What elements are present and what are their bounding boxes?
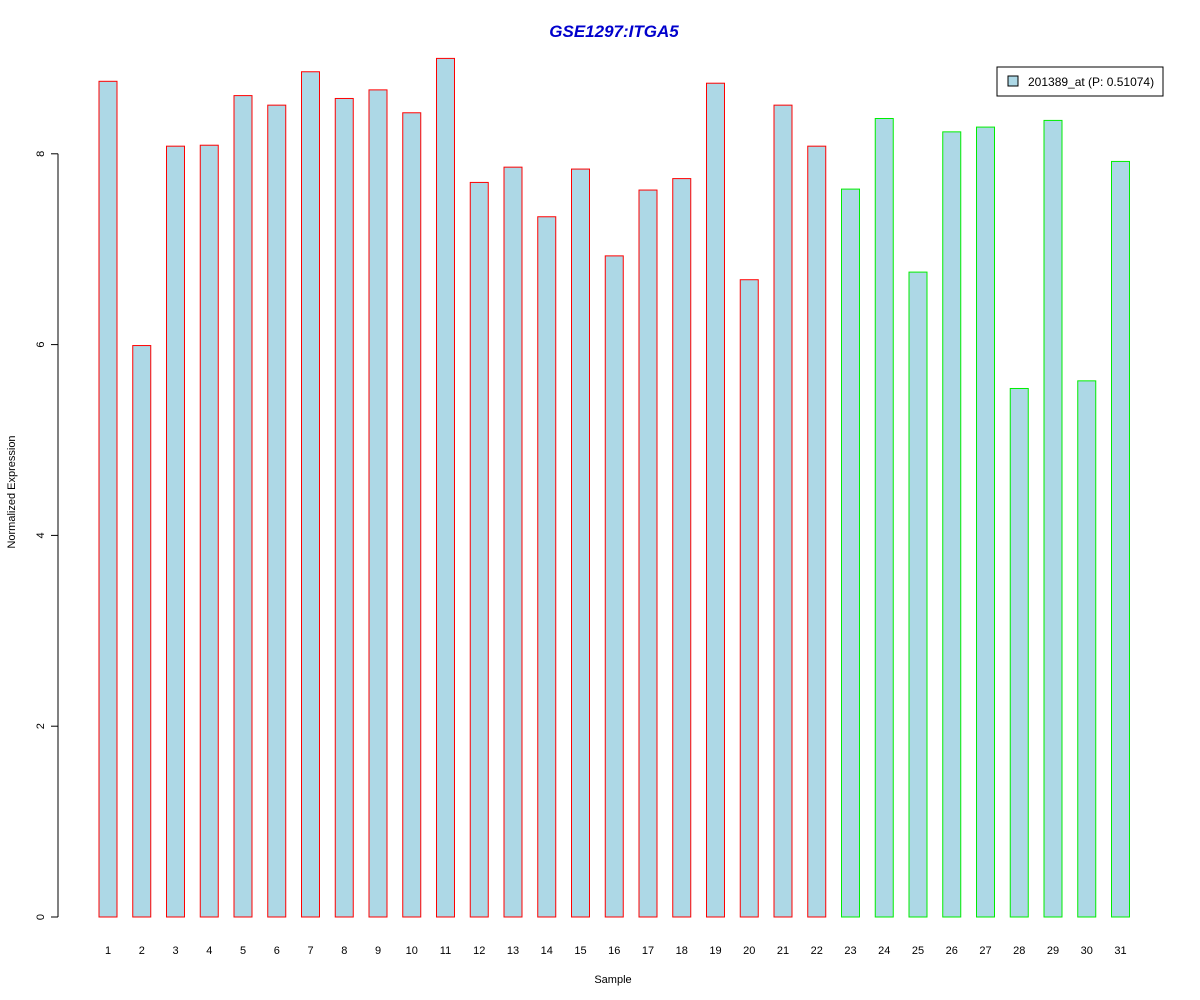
x-tick-label: 31 [1114, 945, 1126, 957]
x-tick-label: 9 [375, 945, 381, 957]
bar [672, 178, 692, 918]
bar [1077, 380, 1097, 918]
bar [537, 216, 557, 918]
x-tick-label: 6 [274, 945, 280, 957]
x-tick-label: 13 [507, 945, 519, 957]
bar [942, 131, 962, 918]
x-tick-label: 22 [811, 945, 823, 957]
bar [301, 71, 320, 918]
x-tick-label: 14 [541, 945, 553, 957]
bar [402, 112, 422, 918]
bar [739, 279, 759, 918]
bar [436, 57, 455, 918]
bar [98, 80, 118, 918]
x-tick-label: 7 [307, 945, 313, 957]
x-tick-label: 30 [1081, 945, 1093, 957]
bar [638, 189, 658, 918]
bar [1043, 119, 1063, 918]
bar [166, 145, 185, 918]
x-tick-label: 2 [139, 945, 145, 957]
bar [334, 97, 354, 918]
y-tick-label: 0 [35, 914, 47, 920]
chart-title: GSE1297:ITGA5 [549, 22, 679, 41]
bar [874, 118, 894, 918]
x-tick-label: 18 [676, 945, 688, 957]
x-tick-label: 19 [709, 945, 721, 957]
y-tick-label: 2 [35, 723, 47, 729]
bar [469, 181, 489, 918]
bar [1111, 160, 1130, 918]
bar [604, 255, 624, 918]
bar [233, 95, 253, 918]
x-tick-label: 25 [912, 945, 924, 957]
x-tick-label: 28 [1013, 945, 1025, 957]
x-tick-label: 10 [406, 945, 418, 957]
bar [1009, 387, 1029, 918]
bar [773, 104, 793, 918]
x-tick-label: 5 [240, 945, 246, 957]
bar [807, 145, 827, 918]
y-axis: 0 2 4 6 8 [35, 151, 59, 920]
x-tick-label: 15 [574, 945, 586, 957]
legend-entry: 201389_at (P: 0.51074) [1028, 75, 1154, 89]
x-tick-label: 29 [1047, 945, 1059, 957]
x-tick-label: 20 [743, 945, 755, 957]
bar [976, 126, 995, 918]
legend-swatch [1007, 75, 1019, 87]
x-tick-label: 12 [473, 945, 485, 957]
x-tick-label: 11 [440, 945, 451, 957]
bar [706, 82, 725, 918]
x-tick-label: 27 [979, 945, 991, 957]
y-tick-label: 6 [35, 342, 47, 348]
bar [368, 89, 388, 918]
bar [503, 166, 523, 918]
y-tick-label: 4 [35, 532, 47, 538]
x-tick-label: 1 [105, 945, 111, 957]
x-tick-labels: 1 2 3 4 5 6 7 8 9 10 11 12 13 14 15 16 17 18 19 20 21 22 23 24 2… [105, 945, 1127, 957]
x-tick-label: 21 [777, 945, 789, 957]
x-tick-label: 24 [878, 945, 890, 957]
x-tick-label: 17 [642, 945, 654, 957]
bar [199, 144, 219, 918]
legend: 201389_at (P: 0.51074) [996, 66, 1164, 97]
bar [571, 168, 590, 918]
bar [908, 271, 928, 918]
x-tick-label: 26 [946, 945, 958, 957]
x-tick-label: 23 [844, 945, 856, 957]
y-axis-label: Normalized Expression [6, 435, 18, 548]
legend-box [996, 66, 1164, 97]
x-axis-label: Sample [594, 974, 631, 986]
bar-series [98, 57, 1130, 918]
bar [267, 104, 287, 918]
bar [841, 188, 860, 918]
x-tick-label: 3 [172, 945, 178, 957]
y-tick-label: 8 [35, 151, 47, 157]
x-tick-label: 4 [206, 945, 212, 957]
x-tick-label: 8 [341, 945, 347, 957]
bar [132, 345, 152, 918]
x-tick-label: 16 [608, 945, 620, 957]
